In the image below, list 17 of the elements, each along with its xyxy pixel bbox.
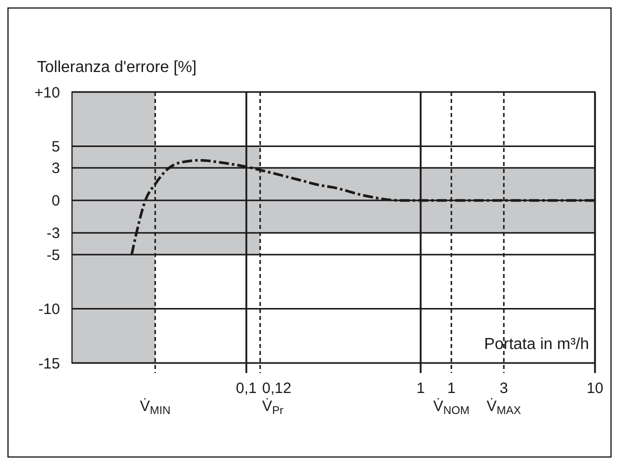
y-tick-label: -10	[38, 301, 60, 318]
y-tick-label: -15	[38, 355, 60, 372]
x-tick-label: 1	[416, 380, 425, 397]
ref-line-label: 0,12 V̇$_{Pr}$	[262, 380, 292, 417]
y-tick-label: 5	[52, 138, 60, 156]
y-axis-title: Tolleranza d'errore [%]	[37, 59, 197, 76]
x-axis-title: Portata in m³/h	[484, 336, 589, 353]
y-tick-label: 0	[52, 192, 60, 210]
ref-line-label: 1 V̇$_{NOM}$	[433, 380, 470, 417]
ref-line-label: V̇$_{MIN}$	[140, 398, 170, 417]
y-tick-label: -5	[46, 246, 60, 264]
ref-line-label: 3 V̇$_{MAX}$	[486, 380, 522, 417]
y-tick-label: -3	[46, 225, 60, 242]
x-tick-label: 10	[586, 380, 604, 397]
x-tick-label: 0,1	[236, 380, 257, 397]
y-tick-label: +10	[34, 84, 60, 102]
y-tick-label: 3	[52, 160, 60, 178]
